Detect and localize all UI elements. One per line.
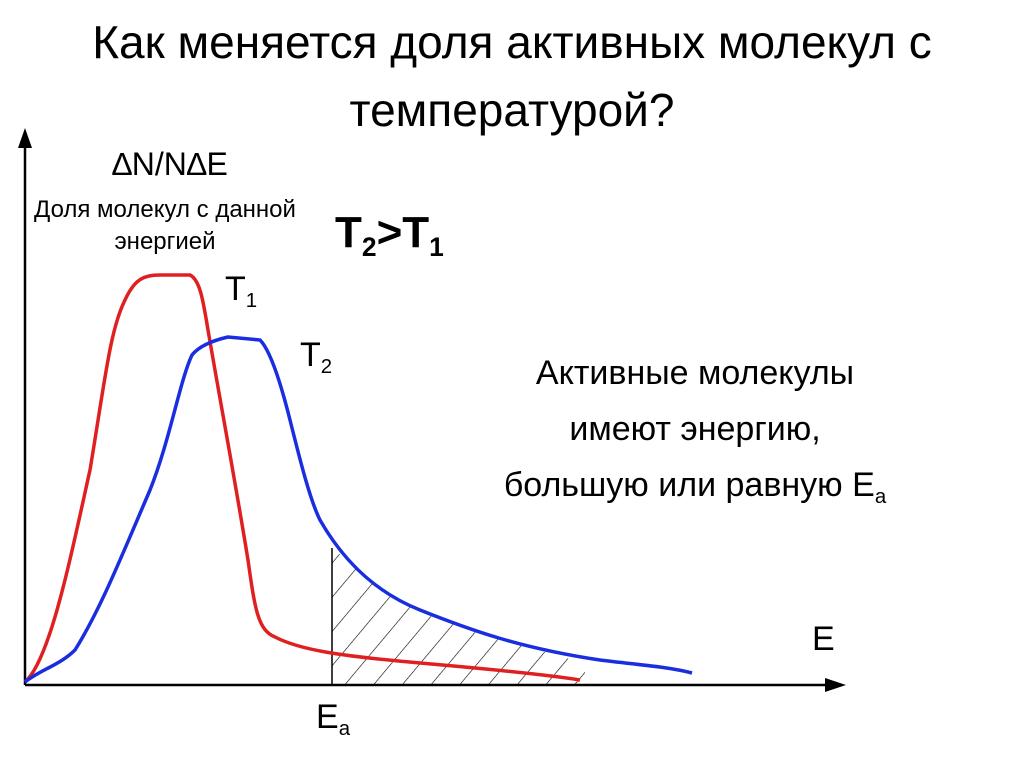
cond-base: T (402, 208, 430, 257)
cond-op: > (376, 208, 403, 257)
symbol-sub: a (874, 486, 887, 509)
y-arrow (18, 128, 32, 148)
note-text: большую или равную (503, 466, 843, 504)
curve-t1 (23, 273, 581, 684)
label-sub: 2 (320, 356, 333, 379)
cond-base: T (335, 208, 362, 257)
activation-label: Ea (316, 698, 350, 741)
x-axis-label: E (812, 620, 835, 658)
x-arrow (825, 678, 846, 692)
y-axis-symbol: ∆N/N∆E (112, 146, 228, 182)
condition: T2>T1 (335, 208, 444, 263)
label-base: T (225, 270, 246, 308)
label-sub: 1 (245, 290, 258, 313)
symbol-base: E (316, 698, 339, 736)
curve-label: T2 (300, 336, 332, 379)
curve-label: T1 (225, 270, 257, 313)
symbol-sub: a (338, 718, 351, 741)
symbol-base: E (852, 466, 875, 504)
title: Как меняется доля активных молекул с тем… (92, 16, 932, 136)
note-line: имеют энергию, (569, 410, 821, 448)
note-line: большую или равную Ea (425, 457, 965, 525)
curve-t2 (23, 335, 693, 684)
cond-sub: 1 (429, 232, 444, 263)
note: Активные молекулы имеют энергию, большую… (425, 345, 965, 525)
hatched-area (332, 548, 585, 685)
cond-sub: 2 (361, 232, 377, 263)
y-axis-label: Доля молекул с данной энергией (34, 196, 296, 255)
label-base: T (300, 336, 321, 374)
note-line: Активные молекулы (535, 354, 855, 392)
